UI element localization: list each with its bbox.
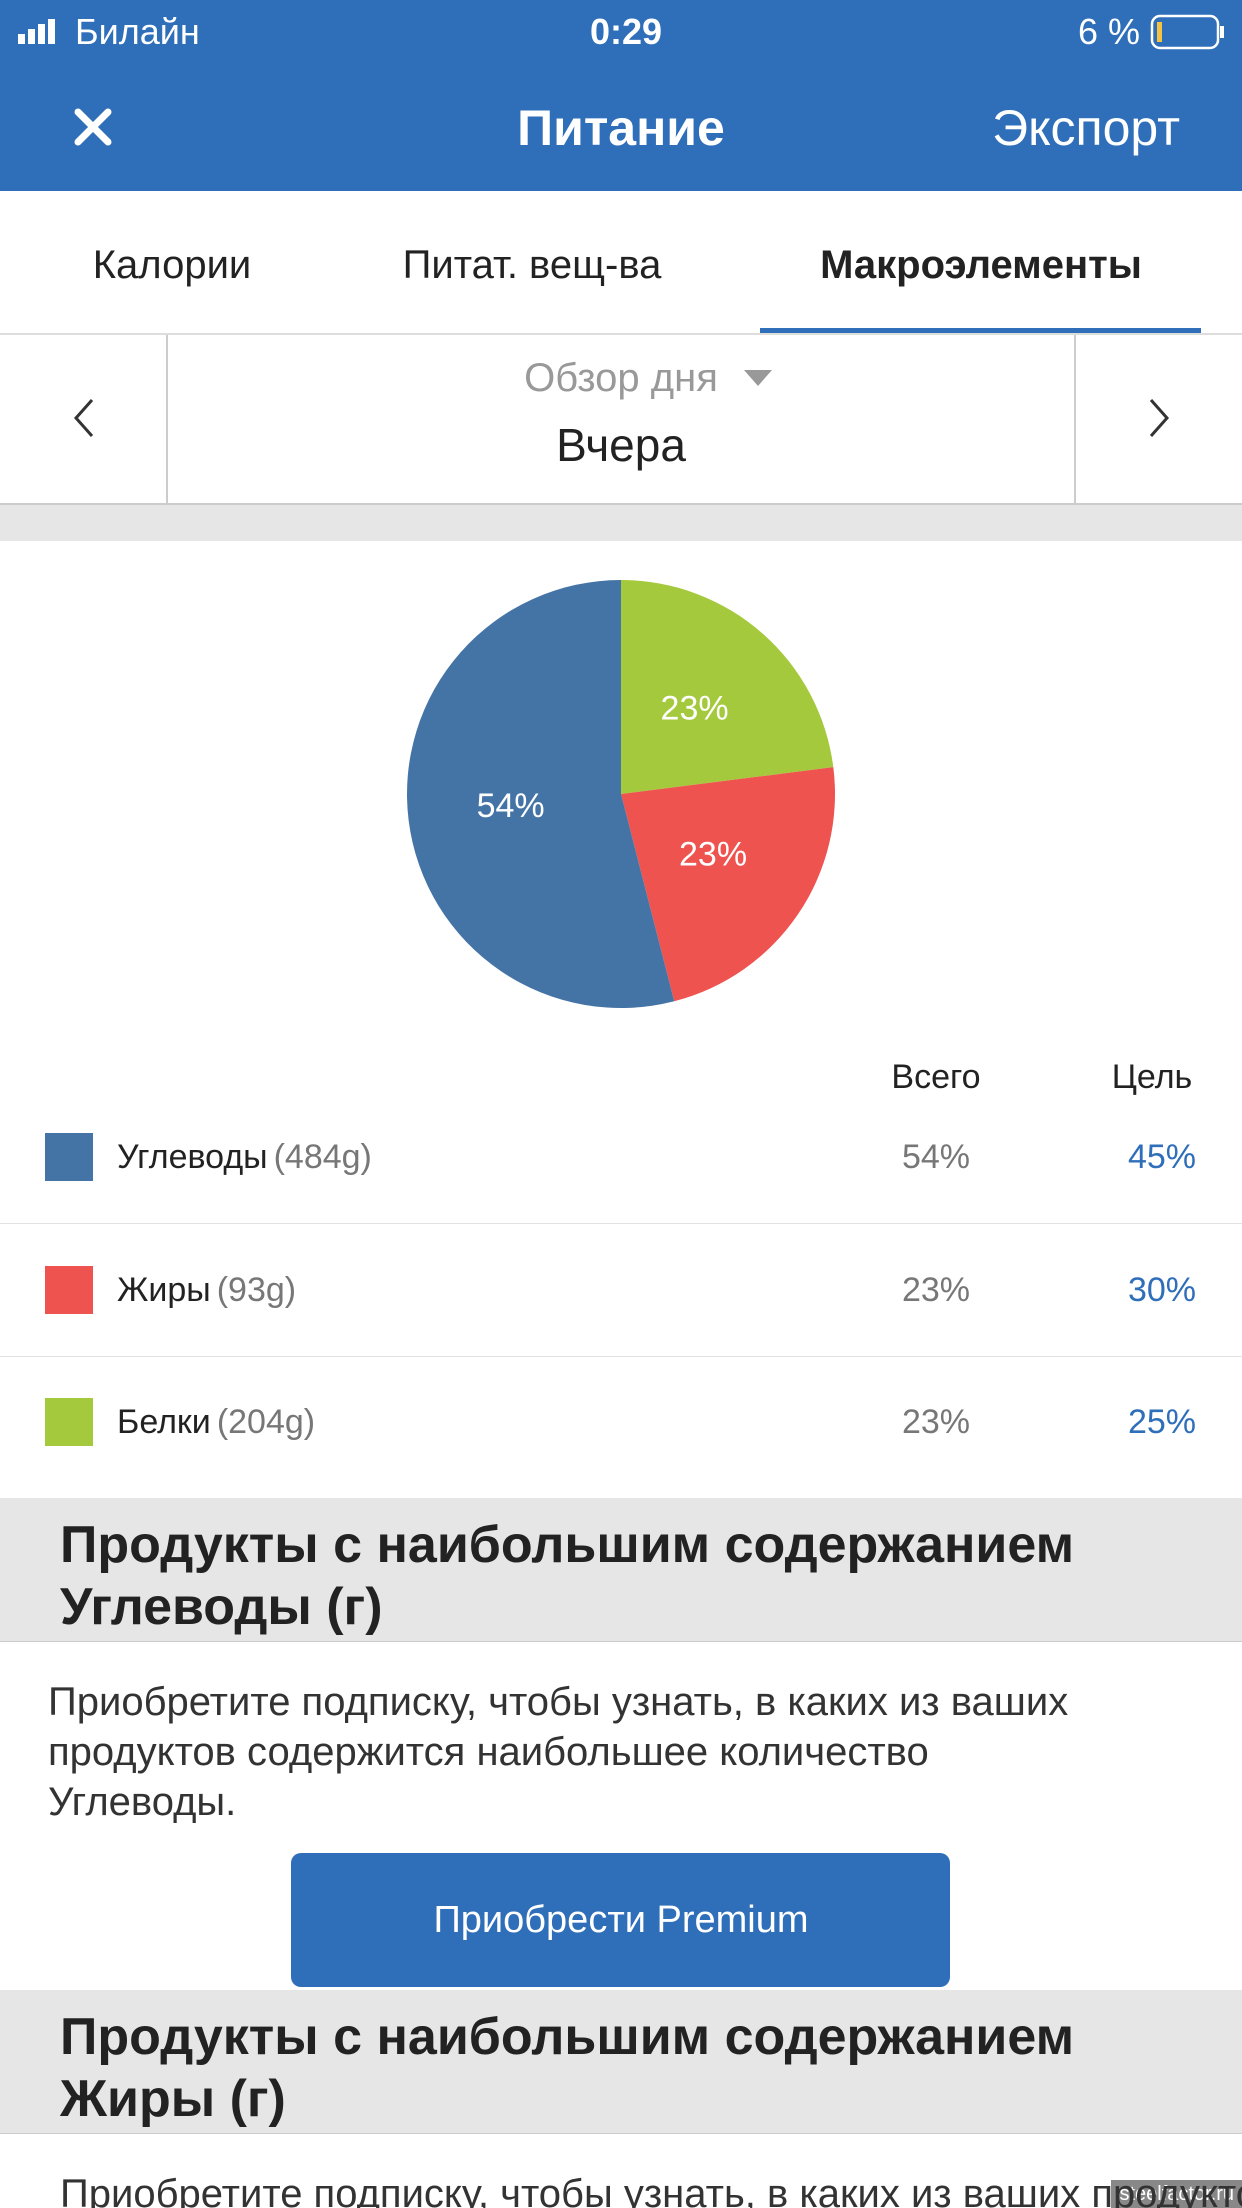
tab-active[interactable]: Макроэлементы bbox=[820, 243, 1142, 287]
macro-amount: (93g) bbox=[216, 1271, 297, 1309]
divider bbox=[0, 1356, 1242, 1357]
slice-label: 23% bbox=[661, 690, 729, 728]
header-title: Питание bbox=[517, 100, 725, 156]
macro-total: 54% bbox=[901, 1138, 971, 1176]
section-header bbox=[0, 1498, 1242, 1642]
slice-label: 54% bbox=[477, 787, 545, 825]
divider bbox=[1074, 335, 1076, 504]
macro-label: Жиры bbox=[117, 1271, 211, 1309]
column-header: Цель bbox=[1111, 1058, 1193, 1096]
premium-button[interactable] bbox=[291, 1853, 950, 1987]
legend-swatch bbox=[45, 1266, 93, 1314]
macro-name: Углеводы (484g) bbox=[117, 1135, 372, 1179]
view-mode[interactable]: Обзор дня bbox=[524, 356, 718, 400]
prev-button[interactable] bbox=[70, 396, 100, 440]
divider bbox=[0, 1223, 1242, 1224]
divider bbox=[0, 333, 1242, 335]
section-title: Продукты с наибольшим содержанием bbox=[60, 2008, 1075, 2066]
tab[interactable]: Калории bbox=[92, 243, 252, 287]
close-button[interactable] bbox=[73, 107, 113, 147]
legend-swatch bbox=[45, 1133, 93, 1181]
divider bbox=[166, 335, 168, 504]
macro-label: Углеводы bbox=[117, 1138, 268, 1176]
macro-goal: 45% bbox=[1127, 1138, 1196, 1176]
tab[interactable]: Питат. вещ-ва bbox=[402, 243, 662, 287]
next-button[interactable] bbox=[1143, 396, 1173, 440]
section-text: Углеводы. bbox=[48, 1780, 237, 1824]
legend-swatch bbox=[45, 1398, 93, 1446]
macro-name: Жиры (93g) bbox=[117, 1268, 296, 1312]
macro-amount: (204g) bbox=[216, 1403, 316, 1441]
section-text: Приобретите подписку, чтобы узнать, в ка… bbox=[48, 1680, 1069, 1724]
section-text: продуктов содержится наибольшее количест… bbox=[48, 1730, 929, 1774]
section-title: Продукты с наибольшим содержанием bbox=[60, 1516, 1075, 1574]
macro-total: 23% bbox=[901, 1403, 971, 1441]
column-header: Всего bbox=[891, 1058, 981, 1096]
dropdown-arrow bbox=[744, 370, 772, 386]
tab-indicator bbox=[760, 328, 1201, 334]
macro-amount: (484g) bbox=[273, 1138, 372, 1176]
pie-slice bbox=[621, 767, 835, 1002]
watermark: steelfactor.ru bbox=[1111, 2180, 1242, 2208]
battery-level: 6 % bbox=[1077, 11, 1140, 52]
pie-slice bbox=[407, 580, 675, 1008]
pie-slice bbox=[621, 580, 834, 794]
macro-name: Белки (204g) bbox=[117, 1400, 315, 1444]
carrier: Билайн bbox=[75, 11, 200, 52]
pie-chart: 23% 23% 54% bbox=[407, 580, 835, 1008]
section-text: Приобретите подписку, чтобы узнать, в ка… bbox=[60, 2172, 1242, 2208]
button-label: Приобрести Premium bbox=[433, 1899, 809, 1941]
signal-icon bbox=[18, 19, 55, 44]
section-title: Жиры (г) bbox=[60, 2070, 286, 2128]
macro-label: Белки bbox=[117, 1403, 211, 1441]
export-button[interactable]: Экспорт bbox=[992, 100, 1180, 156]
date: Вчера bbox=[556, 419, 686, 471]
spacer bbox=[0, 503, 1242, 541]
macro-goal: 30% bbox=[1127, 1271, 1196, 1309]
macro-total: 23% bbox=[901, 1271, 971, 1309]
time: 0:29 bbox=[589, 11, 663, 52]
battery-icon bbox=[1150, 14, 1224, 50]
macro-goal: 25% bbox=[1127, 1403, 1196, 1441]
section-title: Углеводы (г) bbox=[60, 1578, 383, 1636]
header-bar bbox=[0, 0, 1242, 191]
slice-label: 23% bbox=[679, 836, 747, 874]
section-header bbox=[0, 1990, 1242, 2134]
